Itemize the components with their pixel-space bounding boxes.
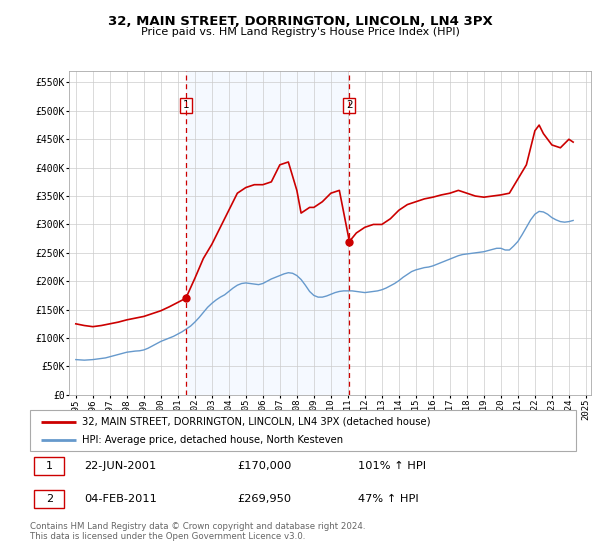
Text: 32, MAIN STREET, DORRINGTON, LINCOLN, LN4 3PX (detached house): 32, MAIN STREET, DORRINGTON, LINCOLN, LN… (82, 417, 430, 427)
Text: Price paid vs. HM Land Registry's House Price Index (HPI): Price paid vs. HM Land Registry's House … (140, 27, 460, 37)
Text: 32, MAIN STREET, DORRINGTON, LINCOLN, LN4 3PX: 32, MAIN STREET, DORRINGTON, LINCOLN, LN… (107, 15, 493, 27)
Text: Contains HM Land Registry data © Crown copyright and database right 2024.
This d: Contains HM Land Registry data © Crown c… (30, 522, 365, 542)
Text: 47% ↑ HPI: 47% ↑ HPI (358, 494, 418, 503)
Bar (34, 458, 64, 475)
Text: 101% ↑ HPI: 101% ↑ HPI (358, 461, 426, 472)
Bar (34, 489, 64, 508)
Bar (186, 71, 349, 395)
Text: 04-FEB-2011: 04-FEB-2011 (85, 494, 157, 503)
Text: 1: 1 (46, 461, 53, 472)
Text: £269,950: £269,950 (238, 494, 292, 503)
Text: £170,000: £170,000 (238, 461, 292, 472)
Text: 2: 2 (346, 100, 353, 110)
Text: 1: 1 (182, 100, 189, 110)
Text: 22-JUN-2001: 22-JUN-2001 (85, 461, 157, 472)
Text: 2: 2 (46, 494, 53, 503)
Text: HPI: Average price, detached house, North Kesteven: HPI: Average price, detached house, Nort… (82, 435, 343, 445)
